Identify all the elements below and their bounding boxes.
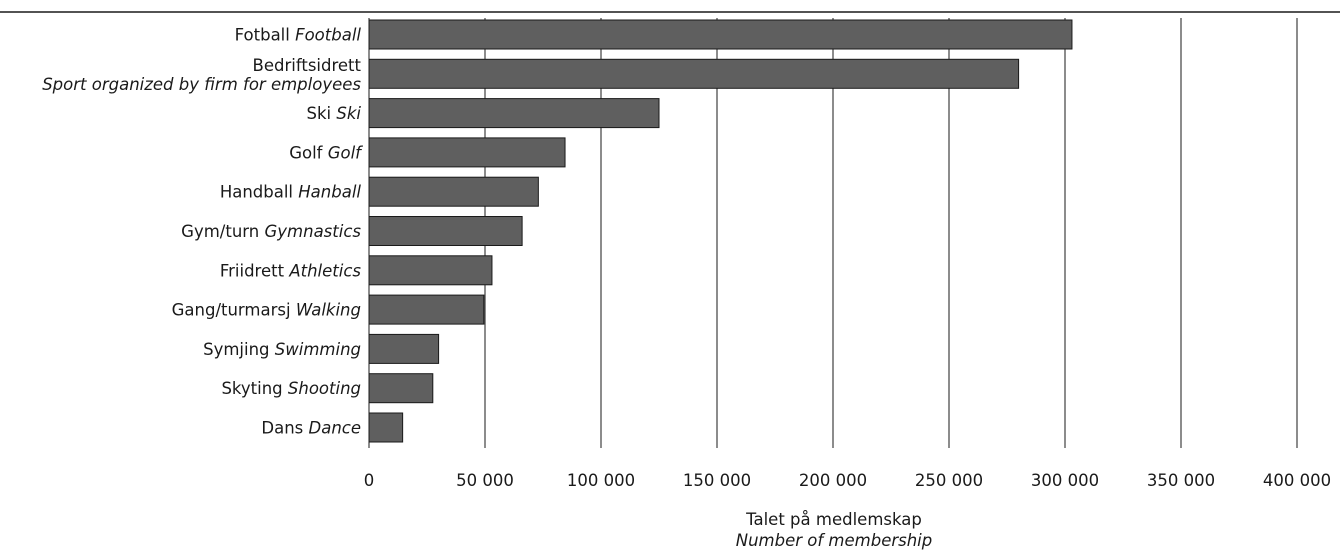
bar <box>368 176 539 207</box>
category-label: Skyting Shooting <box>221 379 361 398</box>
category-label: Golf Golf <box>289 143 363 162</box>
x-tick-label: 100 000 <box>567 471 635 490</box>
x-tick-label: 250 000 <box>915 471 983 490</box>
x-axis-title: Talet på medlemskap <box>745 510 922 529</box>
category-label: Bedriftsidrett <box>253 56 362 75</box>
gridlines <box>368 18 1298 448</box>
category-label: Ski Ski <box>307 104 362 123</box>
category-label: Fotball Football <box>235 26 362 45</box>
x-tick-label: 50 000 <box>456 471 514 490</box>
x-tick-labels: 0 50 000 100 000 150 000 200 000 250 000 300 0… <box>364 471 1331 490</box>
x-tick-label: 200 000 <box>799 471 867 490</box>
category-label: Gym/turn Gymnastics <box>181 222 361 241</box>
category-label: Dans Dance <box>261 419 361 438</box>
bar <box>368 412 404 443</box>
bar <box>368 294 485 325</box>
bar <box>368 98 660 129</box>
x-tick-label: 300 000 <box>1031 471 1099 490</box>
category-label: Friidrett Athletics <box>220 261 362 280</box>
category-label: Symjing Swimming <box>203 340 361 359</box>
bar <box>368 333 440 364</box>
bar <box>368 373 434 404</box>
bar <box>368 216 523 246</box>
x-tick-label: 150 000 <box>683 471 751 490</box>
category-label-en: Sport organized by firm for employees <box>42 75 361 94</box>
x-tick-label: 350 000 <box>1147 471 1215 490</box>
bar <box>368 58 1020 89</box>
bar <box>368 255 493 286</box>
category-label: Handball Hanball <box>220 183 362 202</box>
category-label: Gang/turmarsj Walking <box>172 301 361 320</box>
bars <box>368 19 1073 443</box>
x-axis-title-en: Number of membership <box>736 531 933 550</box>
x-tick-label: 0 <box>364 471 375 490</box>
bar <box>368 19 1073 50</box>
x-tick-label: 400 000 <box>1263 471 1331 490</box>
bar <box>368 137 566 168</box>
